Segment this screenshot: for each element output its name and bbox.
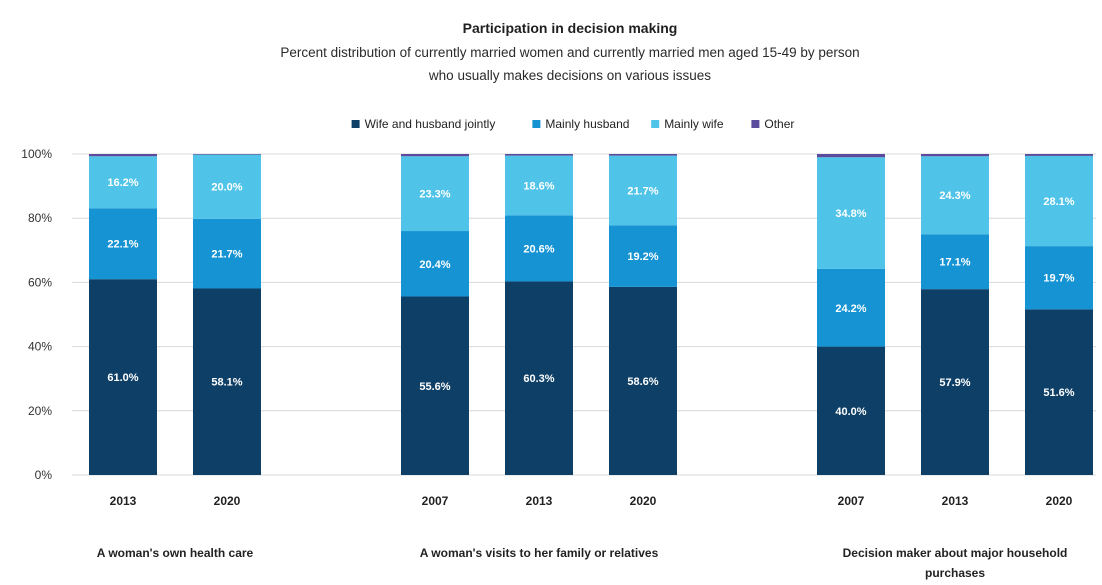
x-axis-labels: 2013 2020 2007 2013 2020 2007 2013 2020 A woman'…: [97, 494, 1073, 580]
legend-swatch: [651, 120, 660, 128]
bar-segment: [401, 156, 469, 232]
x-tick-label: 2020: [214, 494, 241, 508]
y-tick-label: 40%: [28, 340, 52, 354]
chart-subtitle-line-2: who usually makes decisions on various i…: [428, 68, 711, 83]
bar-segment: [193, 288, 261, 475]
x-tick-label: 2020: [630, 494, 657, 508]
data-label: 20.0%: [211, 182, 242, 194]
bar-segment: [193, 154, 261, 219]
data-label: 18.6%: [523, 180, 554, 192]
data-label: 57.9%: [939, 377, 970, 389]
bar-segment: [89, 156, 157, 209]
x-tick-label: 2020: [1046, 494, 1073, 508]
bar-segment: [609, 286, 677, 475]
bar-segment: [401, 231, 469, 297]
data-label: 58.1%: [211, 377, 242, 389]
bar-segment: [1025, 154, 1093, 156]
data-label: 20.4%: [419, 259, 450, 271]
y-tick-label: 80%: [28, 211, 52, 225]
bar-segment: [817, 154, 885, 158]
category-group-label: purchases: [925, 566, 985, 580]
bar-segment: [193, 218, 261, 289]
x-tick-label: 2013: [110, 494, 137, 508]
bar-segment: [609, 225, 677, 287]
data-label: 16.2%: [107, 177, 138, 189]
x-tick-label: 2007: [422, 494, 449, 508]
legend-swatch: [751, 120, 760, 128]
bar-segment: [817, 157, 885, 269]
category-group-label: Decision maker about major household: [843, 546, 1068, 560]
legend-swatch: [351, 120, 360, 128]
legend-swatch: [532, 120, 541, 128]
data-label: 24.2%: [835, 303, 866, 315]
legend-label: Wife and husband jointly: [365, 117, 496, 131]
data-label: 34.8%: [835, 208, 866, 220]
bar-segment: [401, 296, 469, 475]
y-axis: 0% 20% 40% 60% 80% 100%: [21, 147, 52, 482]
bar-segment: [817, 268, 885, 347]
chart-title: Participation in decision making: [463, 20, 678, 36]
data-label: 51.6%: [1043, 387, 1074, 399]
y-tick-label: 20%: [28, 404, 52, 418]
bar-segment: [89, 154, 157, 157]
bar-segment: [89, 279, 157, 475]
y-tick-label: 100%: [21, 147, 52, 161]
data-label: 24.3%: [939, 190, 970, 202]
data-label: 40.0%: [835, 406, 866, 418]
bar-segment: [1025, 246, 1093, 310]
data-label: 22.1%: [107, 239, 138, 251]
data-label: 28.1%: [1043, 196, 1074, 208]
bar-segment: [609, 155, 677, 226]
data-label: 61.0%: [107, 372, 138, 384]
bar-segment: [193, 154, 261, 155]
legend-label: Mainly husband: [545, 117, 629, 131]
bar-segment: [609, 154, 677, 156]
data-label: 23.3%: [419, 189, 450, 201]
data-label: 17.1%: [939, 257, 970, 269]
data-label: 60.3%: [523, 373, 554, 385]
bar-segment: [921, 156, 989, 235]
x-tick-label: 2013: [526, 494, 553, 508]
chart-subtitle-line-1: Percent distribution of currently marrie…: [280, 45, 859, 60]
bar-segment: [401, 154, 469, 157]
bar-segment: [921, 289, 989, 475]
bar-segment: [1025, 155, 1093, 247]
data-label: 21.7%: [211, 249, 242, 261]
bar-segment: [505, 281, 573, 475]
bar-segment: [505, 154, 573, 156]
y-tick-label: 60%: [28, 275, 52, 289]
x-tick-label: 2013: [942, 494, 969, 508]
bar-segment: [921, 154, 989, 157]
legend-label: Mainly wife: [664, 117, 724, 131]
category-group-label: A woman's own health care: [97, 546, 254, 560]
x-tick-label: 2007: [838, 494, 865, 508]
chart-legend: Wife and husband jointly Mainly husband Ma…: [351, 117, 794, 131]
bar-segment: [505, 215, 573, 282]
y-tick-label: 0%: [35, 468, 53, 482]
bar-segment: [1025, 309, 1093, 475]
bar-segment: [921, 234, 989, 290]
bar-segment: [89, 208, 157, 280]
data-label: 19.7%: [1043, 273, 1074, 285]
data-label: 19.2%: [627, 251, 658, 263]
data-label: 21.7%: [627, 185, 658, 197]
bar-segment: [817, 346, 885, 475]
plot-area: 61.0% 22.1% 16.2% 58.1% 21.7% 20.0% 55.6% 20.4%…: [89, 154, 1093, 475]
legend-label: Other: [764, 117, 794, 131]
category-group-label: A woman's visits to her family or relati…: [420, 546, 659, 560]
bar-segment: [505, 155, 573, 216]
data-label: 20.6%: [523, 243, 554, 255]
data-label: 55.6%: [419, 381, 450, 393]
data-label: 58.6%: [627, 376, 658, 388]
